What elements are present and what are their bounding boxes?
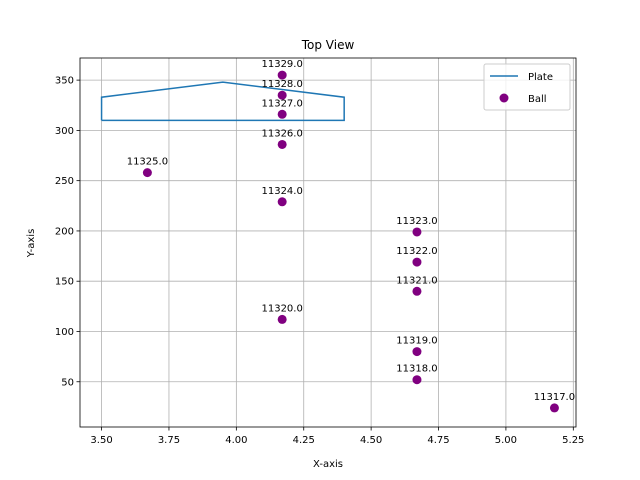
x-tick-label: 4.50 — [360, 435, 382, 446]
ball-point-label: 11328.0 — [261, 79, 302, 90]
ball-point — [412, 227, 422, 237]
x-tick-label: 4.25 — [293, 435, 315, 446]
legend-ball-swatch — [499, 93, 509, 103]
y-axis-title: Y-axis — [26, 229, 37, 259]
legend: Plate Ball — [483, 63, 571, 111]
grid — [80, 58, 576, 427]
ball-point-label: 11325.0 — [127, 157, 168, 168]
y-tick-label: 50 — [61, 377, 74, 388]
point-labels: 11329.0 11328.0 11327.0 11326.0 11325.0 11324… — [127, 59, 575, 403]
x-tick-label: 5.25 — [562, 435, 584, 446]
ball-point-label: 11320.0 — [261, 303, 302, 314]
legend-ball-label: Ball — [528, 94, 547, 105]
ball-point — [412, 347, 422, 357]
ball-point-label: 11322.0 — [396, 246, 437, 257]
ball-point — [277, 197, 287, 207]
x-tick-label: 3.75 — [158, 435, 180, 446]
legend-box — [483, 63, 571, 111]
y-tick-label: 250 — [55, 176, 74, 187]
ball-layer — [142, 70, 559, 413]
x-tick-label: 3.50 — [90, 435, 112, 446]
ball-point — [412, 375, 422, 385]
legend-plate-label: Plate — [528, 72, 553, 83]
plate-layer — [100, 81, 345, 122]
ball-point — [277, 314, 287, 324]
ball-point — [549, 403, 559, 413]
ball-point — [277, 90, 287, 100]
ball-point — [277, 109, 287, 119]
y-tick-label: 150 — [55, 277, 74, 288]
x-axis-title: X-axis — [313, 459, 343, 470]
ball-point-label: 11321.0 — [396, 275, 437, 286]
ball-point — [277, 70, 287, 80]
x-tick-label: 4.75 — [427, 435, 449, 446]
ball-point — [142, 168, 152, 178]
y-tick-label: 200 — [55, 226, 74, 237]
y-axis: 50 100 150 200 250 300 350 — [55, 76, 80, 388]
ball-point-label: 11327.0 — [261, 98, 302, 109]
ball-point-label: 11317.0 — [534, 392, 575, 403]
ball-point-label: 11324.0 — [261, 186, 302, 197]
ball-point-label: 11323.0 — [396, 216, 437, 227]
ball-point — [412, 257, 422, 267]
ball-point-label: 11318.0 — [396, 364, 437, 375]
ball-point-label: 11319.0 — [396, 336, 437, 347]
x-tick-label: 5.00 — [495, 435, 517, 446]
ball-point — [412, 286, 422, 296]
x-tick-label: 4.00 — [225, 435, 247, 446]
y-tick-label: 100 — [55, 327, 74, 338]
ball-point-label: 11326.0 — [261, 128, 302, 139]
chart-title: Top View — [301, 38, 355, 52]
y-tick-label: 350 — [55, 76, 74, 87]
y-tick-label: 300 — [55, 126, 74, 137]
plot-frame — [79, 57, 577, 428]
plate-outline — [100, 81, 345, 122]
ball-point-label: 11329.0 — [261, 59, 302, 70]
x-axis: 3.50 3.75 4.00 4.25 4.50 4.75 5.00 5.25 — [90, 427, 584, 446]
ball-point — [277, 139, 287, 149]
